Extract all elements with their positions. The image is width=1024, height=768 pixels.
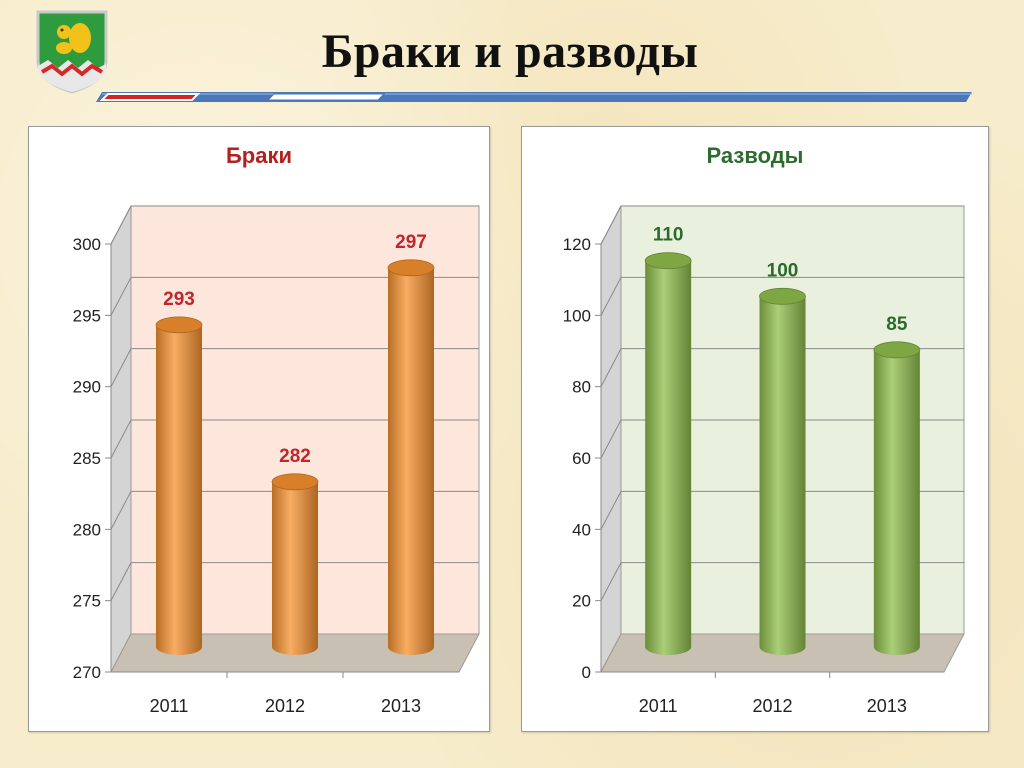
divorces-chart: 0 20 40 60 80 100 120 110 2011 100 2012 85 2013 <box>563 205 965 716</box>
marriages-chart: 270 275 280 285 290 295 300 293 2011 282 2012 297 20… <box>73 205 480 716</box>
y-tick-label: 300 <box>73 235 101 254</box>
y-tick-label: 100 <box>563 306 591 325</box>
bar-2012 <box>272 481 318 655</box>
divorces-chart-title: Разводы <box>706 143 804 168</box>
y-tick-label: 60 <box>572 449 591 468</box>
grid-line-side <box>600 491 622 530</box>
grid-line-side <box>110 277 132 316</box>
y-tick-label: 40 <box>572 520 591 539</box>
bar-2011 <box>156 324 202 655</box>
bar-2011 <box>645 260 692 655</box>
bar-2012 <box>759 296 806 655</box>
title-divider <box>96 92 972 102</box>
grid-line-side <box>600 205 622 245</box>
y-tick-label: 275 <box>73 592 101 611</box>
grid-line-side <box>600 348 622 387</box>
data-label-2011: 110 <box>653 225 684 246</box>
slide-title: Браки и разводы <box>321 25 699 78</box>
grid-line-side <box>110 205 132 245</box>
y-tick-label: 270 <box>73 663 101 682</box>
grid-line-side <box>110 491 132 530</box>
data-label-2012: 100 <box>767 260 799 281</box>
y-tick-label: 20 <box>572 592 591 611</box>
bar-top-2011 <box>644 252 692 270</box>
data-label-2013: 297 <box>395 232 427 253</box>
x-tick-label-2011: 2011 <box>639 696 678 716</box>
y-tick-label: 0 <box>582 663 591 682</box>
grid-line-side <box>600 419 622 459</box>
x-tick-label-2013: 2013 <box>381 696 421 716</box>
bar-top-2012 <box>271 473 319 491</box>
grid-line-side <box>600 277 622 316</box>
y-tick-label: 290 <box>73 378 101 397</box>
y-tick-label: 285 <box>73 449 101 468</box>
x-tick-label-2012: 2012 <box>265 696 305 716</box>
bar-2013 <box>388 267 434 655</box>
y-tick-label: 120 <box>563 235 591 254</box>
data-label-2013: 85 <box>886 314 908 335</box>
bar-top-2013 <box>387 259 435 277</box>
divorces-chart-panel: Разводы 0 20 40 60 80 100 120 110 2011 100 2012 85 2… <box>521 126 989 732</box>
x-tick-label-2013: 2013 <box>867 696 907 716</box>
data-label-2012: 282 <box>279 446 311 467</box>
bar-top-2013 <box>873 341 921 359</box>
bar-2013 <box>873 349 920 655</box>
y-tick-label: 295 <box>73 306 101 325</box>
y-tick-label: 80 <box>572 378 591 397</box>
coat-of-arms-logo <box>34 8 110 94</box>
marriages-chart-panel: Браки 270 275 280 285 290 295 300 293 2011 282 201… <box>28 126 490 732</box>
data-label-2011: 293 <box>163 289 195 310</box>
y-tick-label: 280 <box>73 520 101 539</box>
x-tick-label-2011: 2011 <box>150 696 189 716</box>
marriages-chart-title: Браки <box>225 143 293 168</box>
bar-top-2012 <box>759 287 806 305</box>
grid-line-side <box>600 562 622 601</box>
bar-top-2011 <box>155 316 203 334</box>
grid-line-side <box>110 348 132 387</box>
grid-line-side <box>110 419 132 459</box>
x-tick-label-2012: 2012 <box>752 696 792 716</box>
grid-line-side <box>110 562 132 601</box>
